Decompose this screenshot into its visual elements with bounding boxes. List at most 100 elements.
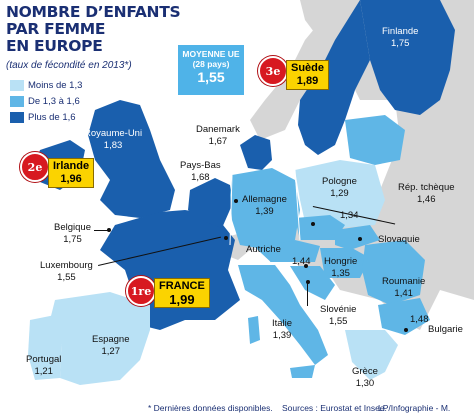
country-value: 1,39 [255,206,274,217]
country-name: Finlande [382,26,419,37]
footer: * Dernières données disponibles. Sources… [0,401,474,415]
marker-slovenie [306,280,310,284]
label-autriche: Autriche [246,244,281,256]
marker-pays-bas [234,199,238,203]
eu-average-value: 1,55 [197,69,225,85]
country-value: 1,55 [328,316,348,327]
marker-autriche [304,264,308,268]
country-name: Roumanie [382,276,426,287]
finland-shape [360,0,455,115]
marker-luxembourg [224,236,228,240]
country-value: 1,83 [103,140,123,151]
legend-swatch-mid [10,96,24,107]
rank-rosette-suede: 3e [258,56,288,86]
label-danemark: Danemark 1,67 [196,124,240,148]
romania-shape [362,240,425,305]
label-autriche-value: 1,44 [292,256,311,268]
country-name: Pologne [322,176,357,187]
label-grece: Grèce 1,30 [352,366,378,390]
rank-irlande: 2e [27,160,43,174]
sicily-shape [290,365,315,378]
country-value: 1,75 [63,234,82,245]
country-name: Allemagne [242,194,287,205]
country-value: 1,68 [191,172,210,183]
leader-slovenie [307,282,308,306]
country-value: 1,75 [390,38,410,49]
label-italie: Italie 1,39 [272,318,292,342]
country-value: 1,35 [331,268,350,279]
sweden-shape [298,0,370,155]
slovakia-shape [335,225,380,250]
hungary-shape [320,248,370,278]
title-line-2: PAR FEMME [6,20,106,38]
sardinia-shape [248,316,260,344]
italy-shape [238,265,328,365]
legend-label-high: Plus de 1,6 [28,112,76,123]
country-name: Espagne [92,334,130,345]
title-line-3: EN EUROPE [6,37,103,55]
country-name: Italie [272,318,293,329]
poland-shape [295,160,385,228]
eu-average-line1: MOYENNE UE [182,49,240,59]
country-name: Irlande [53,160,90,172]
country-name: Portugal [26,354,62,365]
austria-shape [255,240,320,262]
country-name: Hongrie [324,256,358,267]
rank-box-france: FRANCE 1,99 [154,278,210,308]
label-slovaquie-name: Slovaquie [378,234,420,246]
country-name: FRANCE [159,280,205,292]
country-value: 1,46 [417,194,436,205]
legend-swatch-high [10,112,24,123]
label-slovenie: Slovénie 1,55 [320,304,356,328]
country-value: 1,89 [296,75,319,87]
label-pays-bas: Pays-Bas 1,68 [180,160,221,184]
label-royaume-uni: Royaume-Uni 1,83 [84,128,142,152]
label-hongrie: Hongrie 1,35 [324,256,357,280]
portugal-shape [28,315,62,380]
country-name: Slovénie [320,304,357,315]
uk-shape [88,100,175,218]
country-value: 1,44 [292,256,311,267]
country-value: 1,99 [169,292,195,307]
rank-rosette-irlande: 2e [20,152,50,182]
marker-bulgarie [404,328,408,332]
borders [229,169,301,263]
rank-france: 1re [130,284,152,298]
label-roumanie: Roumanie 1,41 [382,276,425,300]
country-value: 1,34 [340,210,359,221]
country-value: 1,30 [355,378,375,389]
footer-credit: LP/Infographie - M. Grosse. [378,403,451,415]
rank-suede: 3e [265,64,281,78]
country-name: Belgique [54,222,91,233]
germany-shape [230,168,300,250]
title-line-1: NOMBRE D’ENFANTS [6,3,181,21]
label-portugal: Portugal 1,21 [26,354,61,378]
label-pologne: Pologne 1,29 [322,176,357,200]
czech-shape [295,215,345,240]
country-value: 1,67 [208,136,228,147]
country-value: 1,27 [101,346,121,357]
rank-box-irlande: Irlande 1,96 [48,158,95,188]
marker-rep-tcheque [311,222,315,226]
country-name: Pays-Bas [180,160,221,171]
marker-slovaquie [358,237,362,241]
label-belgique: Belgique 1,75 [54,222,91,246]
legend-item-high: Plus de 1,6 [10,112,76,123]
label-bulgarie-value: 1,48 [410,314,429,326]
country-name: Royaume-Uni [84,128,143,139]
label-bulgarie-name: Bulgarie [428,324,463,336]
legend-item-low: Moins de 1,3 [10,80,82,91]
benelux-shape [188,178,232,228]
legend-item-mid: De 1,3 à 1,6 [10,96,80,107]
bulgaria-shape [378,298,430,335]
country-name: Grèce [352,366,378,377]
footer-sources: Sources : Eurostat et Insee. [282,403,387,413]
label-finlande: Finlande 1,75 [382,26,418,50]
label-espagne: Espagne 1,27 [92,334,130,358]
country-value: 1,48 [410,314,429,325]
country-name: Danemark [196,124,240,135]
spain-shape [50,292,150,385]
label-luxembourg: Luxembourg 1,55 [40,260,93,284]
country-value: 1,96 [60,173,82,185]
footer-note: * Dernières données disponibles. [148,403,273,413]
